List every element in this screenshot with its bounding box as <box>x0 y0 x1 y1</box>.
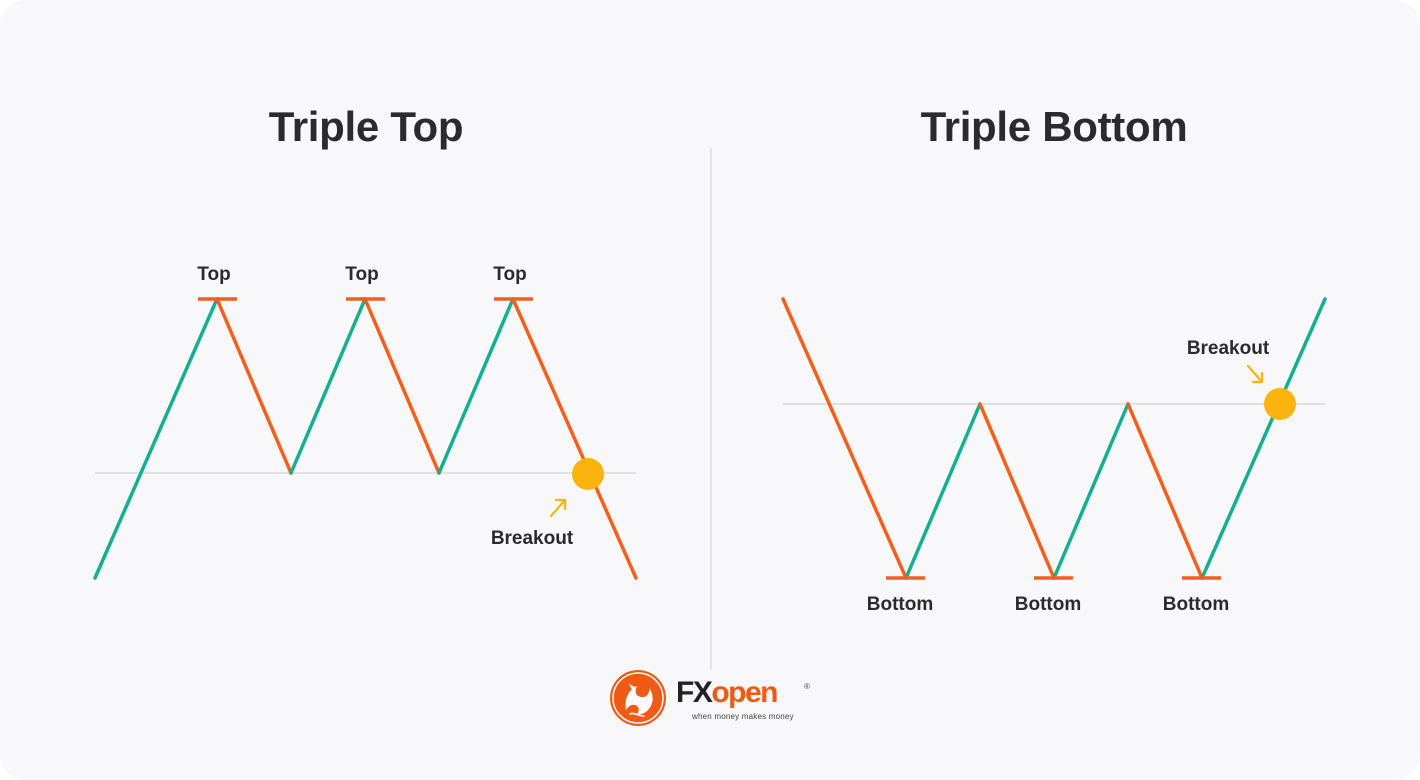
bottom-label: Bottom <box>1015 594 1081 615</box>
arrow-icon <box>549 498 567 518</box>
breakout-dot <box>572 458 604 490</box>
breakout-label: Breakout <box>1187 338 1270 359</box>
triple-bottom-diagram: Bottom Bottom Bottom Breakout <box>781 297 1327 615</box>
up-leg <box>437 297 515 475</box>
brand-tagline: when money makes money <box>692 712 794 721</box>
up-leg <box>93 297 219 580</box>
top-label: Top <box>493 264 526 285</box>
down-leg <box>215 297 293 475</box>
brand-open: open <box>711 676 778 709</box>
down-leg <box>363 297 441 475</box>
triple-top-title: Triple Top <box>268 103 464 150</box>
breakout-label: Breakout <box>491 528 574 549</box>
registered-mark: ® <box>804 682 810 691</box>
up-leg <box>1200 297 1327 580</box>
breakout-dot <box>1264 388 1296 420</box>
top-label: Top <box>345 264 378 285</box>
down-leg <box>781 297 908 580</box>
up-leg <box>1052 402 1130 580</box>
brand-wordmark: FXopen <box>676 676 779 709</box>
down-leg <box>511 297 638 580</box>
up-leg <box>904 402 982 580</box>
brand-fx: FX <box>676 676 713 709</box>
fxopen-logo: FXopen ® when money makes money <box>610 670 820 730</box>
arrow-icon <box>1246 364 1264 384</box>
down-leg <box>1126 402 1204 580</box>
top-label: Top <box>197 264 230 285</box>
triple-bottom-title: Triple Bottom <box>920 103 1188 150</box>
bottom-label: Bottom <box>867 594 933 615</box>
down-leg <box>978 402 1056 580</box>
panel-divider <box>710 148 712 670</box>
up-leg <box>289 297 367 475</box>
bottom-label: Bottom <box>1163 594 1229 615</box>
dragon-emblem-icon <box>610 670 666 726</box>
triple-top-diagram: Top Top Top Breakout <box>93 264 638 580</box>
